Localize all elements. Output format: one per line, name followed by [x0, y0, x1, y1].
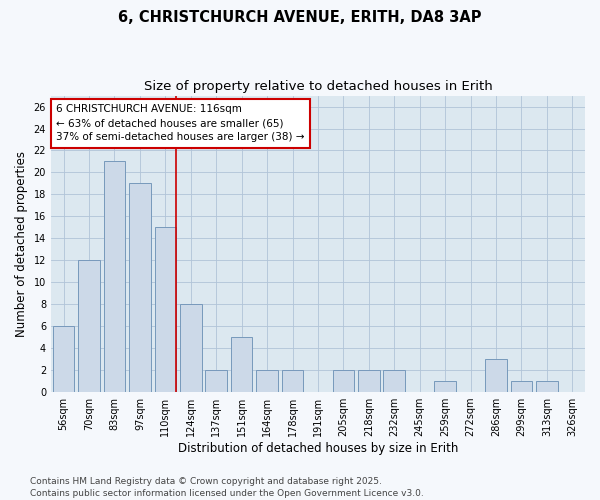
- Bar: [180, 304, 202, 392]
- Bar: [282, 370, 304, 392]
- Bar: [78, 260, 100, 392]
- Bar: [53, 326, 74, 392]
- Bar: [256, 370, 278, 392]
- Bar: [205, 370, 227, 392]
- X-axis label: Distribution of detached houses by size in Erith: Distribution of detached houses by size …: [178, 442, 458, 455]
- Bar: [104, 162, 125, 392]
- Title: Size of property relative to detached houses in Erith: Size of property relative to detached ho…: [143, 80, 493, 93]
- Text: Contains HM Land Registry data © Crown copyright and database right 2025.
Contai: Contains HM Land Registry data © Crown c…: [30, 476, 424, 498]
- Bar: [332, 370, 354, 392]
- Bar: [231, 337, 253, 392]
- Bar: [434, 381, 456, 392]
- Text: 6, CHRISTCHURCH AVENUE, ERITH, DA8 3AP: 6, CHRISTCHURCH AVENUE, ERITH, DA8 3AP: [118, 10, 482, 25]
- Bar: [155, 228, 176, 392]
- Bar: [129, 184, 151, 392]
- Bar: [511, 381, 532, 392]
- Y-axis label: Number of detached properties: Number of detached properties: [15, 151, 28, 337]
- Bar: [383, 370, 405, 392]
- Bar: [485, 359, 507, 392]
- Bar: [358, 370, 380, 392]
- Bar: [536, 381, 557, 392]
- Text: 6 CHRISTCHURCH AVENUE: 116sqm
← 63% of detached houses are smaller (65)
37% of s: 6 CHRISTCHURCH AVENUE: 116sqm ← 63% of d…: [56, 104, 305, 142]
